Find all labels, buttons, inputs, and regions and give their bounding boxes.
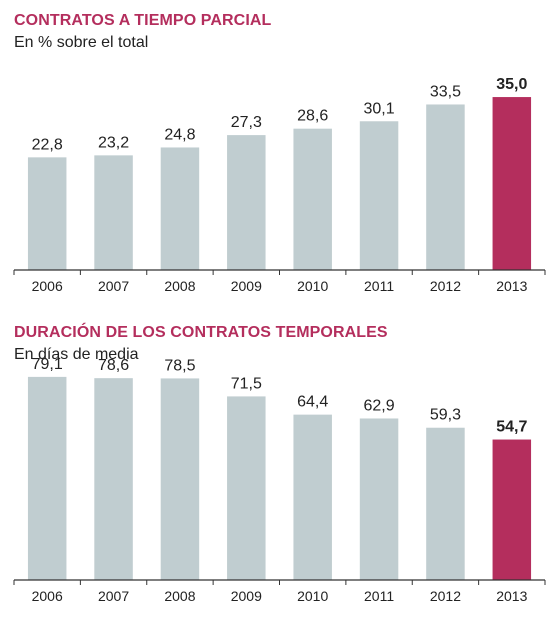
data-label: 54,7: [496, 419, 527, 436]
bar: [227, 135, 266, 270]
data-label: 27,3: [231, 114, 262, 131]
bar: [94, 378, 133, 580]
bar: [160, 147, 200, 270]
x-tick-label: 2011: [364, 588, 394, 604]
bar: [94, 155, 133, 270]
chart-subtitle: En días de media: [14, 346, 139, 363]
data-label: 30,1: [363, 100, 394, 117]
chart-subtitle: En % sobre el total: [14, 34, 149, 51]
x-tick-label: 2009: [231, 278, 262, 294]
data-label: 22,8: [32, 136, 63, 153]
data-label: 24,8: [164, 126, 195, 143]
x-tick-label: 2010: [297, 588, 328, 604]
data-label: 35,0: [496, 76, 527, 93]
x-tick-label: 2013: [496, 278, 527, 294]
bar: [27, 157, 67, 270]
data-label: 28,6: [297, 108, 328, 125]
data-label: 78,6: [98, 357, 129, 374]
chart-panel-part-time-contracts: CONTRATOS A TIEMPO PARCIAL En % sobre el…: [0, 0, 560, 310]
x-tick-label: 2009: [231, 588, 262, 604]
data-label: 23,2: [98, 134, 129, 151]
data-label: 59,3: [430, 407, 461, 424]
bar-chart-temporary-contract-duration: 79,1 2006 78,6 2007 78,5 2008 71,5 2009 64,4 2010…: [13, 356, 546, 604]
chart-title: CONTRATOS A TIEMPO PARCIAL: [14, 12, 272, 29]
x-tick-label: 2006: [32, 588, 63, 604]
data-label: 62,9: [363, 397, 394, 414]
bar: [293, 414, 332, 580]
x-tick-label: 2012: [430, 588, 461, 604]
bar: [227, 396, 266, 580]
x-tick-label: 2007: [98, 588, 129, 604]
bar-highlight: [492, 97, 532, 270]
bar-chart-part-time-contracts: 22,8 2006 23,2 2007 24,8 2008 27,3 2009 28,6 2010…: [13, 76, 546, 294]
x-tick-label: 2013: [496, 588, 527, 604]
data-label: 33,5: [430, 83, 461, 100]
chart-panel-temporary-contract-duration: DURACIÓN DE LOS CONTRATOS TEMPORALES En …: [0, 312, 560, 622]
bar: [160, 378, 200, 580]
x-tick-label: 2010: [297, 278, 328, 294]
data-label: 79,1: [32, 356, 63, 373]
x-tick-label: 2012: [430, 278, 461, 294]
x-tick-label: 2008: [164, 278, 195, 294]
data-label: 71,5: [231, 375, 262, 392]
data-label: 64,4: [297, 394, 328, 411]
x-tick-label: 2006: [32, 278, 63, 294]
bar: [426, 104, 465, 270]
bar: [27, 376, 67, 580]
bar: [293, 128, 332, 270]
bar-highlight: [492, 439, 532, 580]
chart-title: DURACIÓN DE LOS CONTRATOS TEMPORALES: [14, 324, 388, 341]
bar: [426, 427, 465, 580]
x-tick-label: 2007: [98, 278, 129, 294]
x-tick-label: 2008: [164, 588, 195, 604]
bar: [359, 418, 399, 580]
x-tick-label: 2011: [364, 278, 394, 294]
data-label: 78,5: [164, 357, 195, 374]
bar: [359, 121, 399, 271]
